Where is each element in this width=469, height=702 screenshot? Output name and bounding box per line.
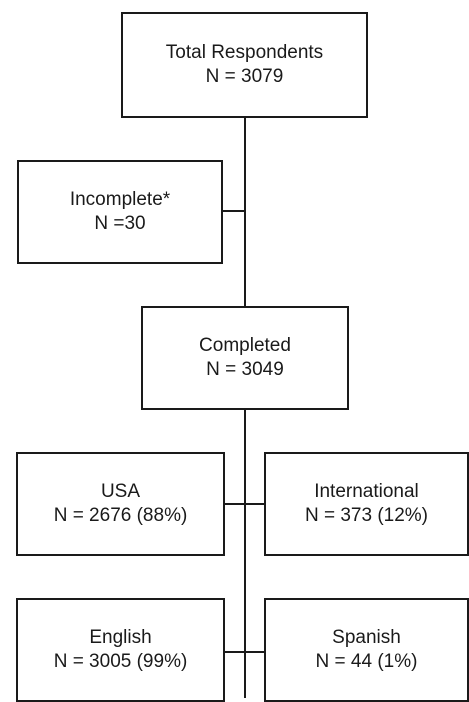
english-box: English N = 3005 (99%): [16, 598, 225, 702]
total-respondents-count: N = 3079: [205, 66, 284, 87]
completed-count: N = 3049: [206, 359, 284, 380]
total-respondents-box: Total Respondents N = 3079: [121, 12, 368, 118]
international-count: N = 373 (12%): [304, 505, 429, 526]
international-label: International: [314, 481, 419, 502]
spanish-label: Spanish: [332, 627, 401, 648]
incomplete-label: Incomplete*: [69, 189, 171, 210]
english-label: English: [89, 627, 152, 648]
total-respondents-label: Total Respondents: [165, 42, 324, 63]
english-count: N = 3005 (99%): [53, 651, 188, 672]
spanish-box: Spanish N = 44 (1%): [264, 598, 469, 702]
incomplete-count: N =30: [94, 213, 146, 234]
spanish-count: N = 44 (1%): [315, 651, 418, 672]
usa-label: USA: [100, 481, 141, 502]
incomplete-box: Incomplete* N =30: [17, 160, 223, 264]
usa-count: N = 2676 (88%): [53, 505, 188, 526]
usa-box: USA N = 2676 (88%): [16, 452, 225, 556]
completed-box: Completed N = 3049: [141, 306, 349, 410]
international-box: International N = 373 (12%): [264, 452, 469, 556]
completed-label: Completed: [199, 335, 291, 356]
